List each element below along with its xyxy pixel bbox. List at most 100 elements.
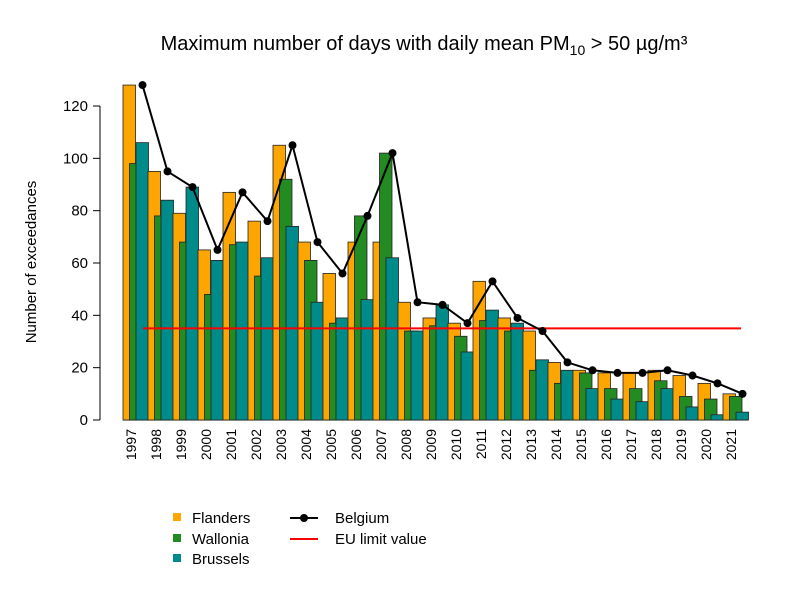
x-tick-label: 2001 [223, 429, 239, 460]
belgium-point-2019 [688, 371, 697, 380]
belgium-point-2015 [588, 366, 597, 375]
bar-brussels-2009 [435, 304, 449, 421]
belgium-point-2010 [463, 319, 472, 328]
belgium-point-2013 [538, 327, 547, 336]
x-tick-label: 1997 [123, 429, 139, 460]
x-tick-label: 2021 [723, 429, 739, 460]
x-tick-label: 2017 [623, 429, 639, 460]
x-tick-label: 2008 [398, 429, 414, 460]
bar-brussels-2016 [610, 398, 624, 421]
bar-brussels-2021 [735, 411, 749, 421]
bars [122, 84, 749, 421]
belgium-point-2009 [438, 300, 447, 309]
belgium-point-2003 [288, 141, 297, 150]
x-tick-label: 2002 [248, 429, 264, 460]
belgium-point-2012 [513, 313, 522, 322]
belgium-point-2001 [238, 188, 247, 197]
bar-brussels-2002 [260, 257, 274, 421]
belgium-point-2018 [663, 366, 672, 375]
belgium-point-2016 [613, 368, 622, 377]
x-tick-label: 2013 [523, 429, 539, 460]
legend-swatch-wallonia [173, 534, 181, 542]
legend-swatch-flanders [173, 513, 181, 521]
y-tick-label: 20 [71, 360, 88, 377]
x-axis: 1997 1998 1999 2000 2001 2002 2003 2004 2005 2006… [123, 420, 748, 460]
x-tick-label: 2016 [598, 429, 614, 460]
x-tick-label: 2015 [573, 429, 589, 460]
bar-brussels-2012 [510, 322, 524, 421]
x-tick-label: 2014 [548, 429, 564, 460]
legend-label-brussels: Brussels [192, 551, 250, 568]
bar-brussels-2008 [410, 330, 424, 421]
y-tick-label: 0 [80, 412, 88, 429]
belgium-point-2005 [338, 269, 347, 278]
legend-swatch-brussels [173, 554, 181, 562]
y-tick-label: 100 [63, 150, 88, 167]
belgium-point-1999 [188, 183, 197, 192]
belgium-point-2008 [413, 298, 422, 307]
bar-brussels-2011 [485, 309, 499, 421]
title-subscript: 10 [570, 42, 586, 58]
bar-brussels-2019 [685, 406, 699, 421]
x-tick-label: 2011 [473, 429, 489, 459]
x-tick-label: 2019 [673, 429, 689, 460]
x-tick-label: 2006 [348, 429, 364, 460]
belgium-point-2020 [713, 379, 722, 388]
x-tick-label: 2007 [373, 429, 389, 460]
y-tick-label: 80 [71, 203, 88, 220]
title-main: Maximum number of days with daily mean P… [161, 33, 570, 55]
belgium-point-2006 [363, 211, 372, 220]
x-tick-label: 2000 [198, 429, 214, 460]
belgium-point-2011 [488, 277, 497, 286]
bar-brussels-2000 [210, 259, 224, 421]
belgium-line [138, 81, 747, 398]
x-tick-label: 2009 [423, 429, 439, 460]
x-tick-label: 2010 [448, 429, 464, 460]
bar-brussels-2010 [460, 351, 474, 421]
belgium-point-1998 [163, 167, 172, 176]
legend-label-belgium: Belgium [335, 510, 389, 527]
bar-brussels-2006 [360, 299, 374, 421]
bar-brussels-2005 [335, 317, 349, 421]
bar-brussels-2020 [710, 414, 724, 421]
bar-brussels-1999 [185, 186, 199, 421]
belgium-point-2007 [388, 149, 397, 158]
belgium-point-2002 [263, 217, 272, 226]
belgium-point-2021 [738, 389, 747, 398]
title-rest: > 50 µg/m³ [585, 33, 687, 55]
x-tick-label: 2020 [698, 429, 714, 460]
legend-point-belgium [300, 514, 308, 522]
bar-brussels-1998 [160, 199, 174, 421]
bar-brussels-2007 [385, 257, 399, 421]
legend: Flanders Wallonia Brussels Belgium EU limit … [173, 510, 427, 568]
belgium-point-1997 [138, 81, 147, 90]
legend-label-wallonia: Wallonia [192, 531, 250, 548]
y-axis-label: Number of exceedances [23, 181, 40, 344]
y-tick-label: 60 [71, 255, 88, 272]
x-tick-label: 2004 [298, 429, 314, 460]
legend-label-eu-limit: EU limit value [335, 531, 427, 548]
x-tick-label: 2012 [498, 429, 514, 460]
x-tick-label: 1998 [148, 429, 164, 460]
x-tick-label: 2018 [648, 429, 664, 460]
bar-brussels-2003 [285, 225, 299, 421]
legend-label-flanders: Flanders [192, 510, 250, 527]
x-tick-label: 2005 [323, 429, 339, 460]
y-axis: 0 20 40 60 80 100 120 [63, 98, 101, 429]
x-tick-label: 1999 [173, 429, 189, 460]
belgium-point-2000 [213, 245, 222, 254]
x-tick-label: 2003 [273, 429, 289, 460]
belgium-point-2017 [638, 368, 647, 377]
bar-brussels-2013 [535, 359, 549, 421]
y-tick-label: 120 [63, 98, 88, 115]
belgium-point-2014 [563, 358, 572, 367]
bar-brussels-2001 [235, 241, 249, 421]
bar-brussels-2014 [560, 369, 574, 421]
bar-brussels-2017 [635, 401, 649, 421]
belgium-point-2004 [313, 238, 322, 247]
bar-brussels-2015 [585, 388, 599, 421]
bar-brussels-2018 [660, 388, 674, 421]
y-tick-label: 40 [71, 307, 88, 324]
bar-brussels-1997 [135, 142, 149, 421]
